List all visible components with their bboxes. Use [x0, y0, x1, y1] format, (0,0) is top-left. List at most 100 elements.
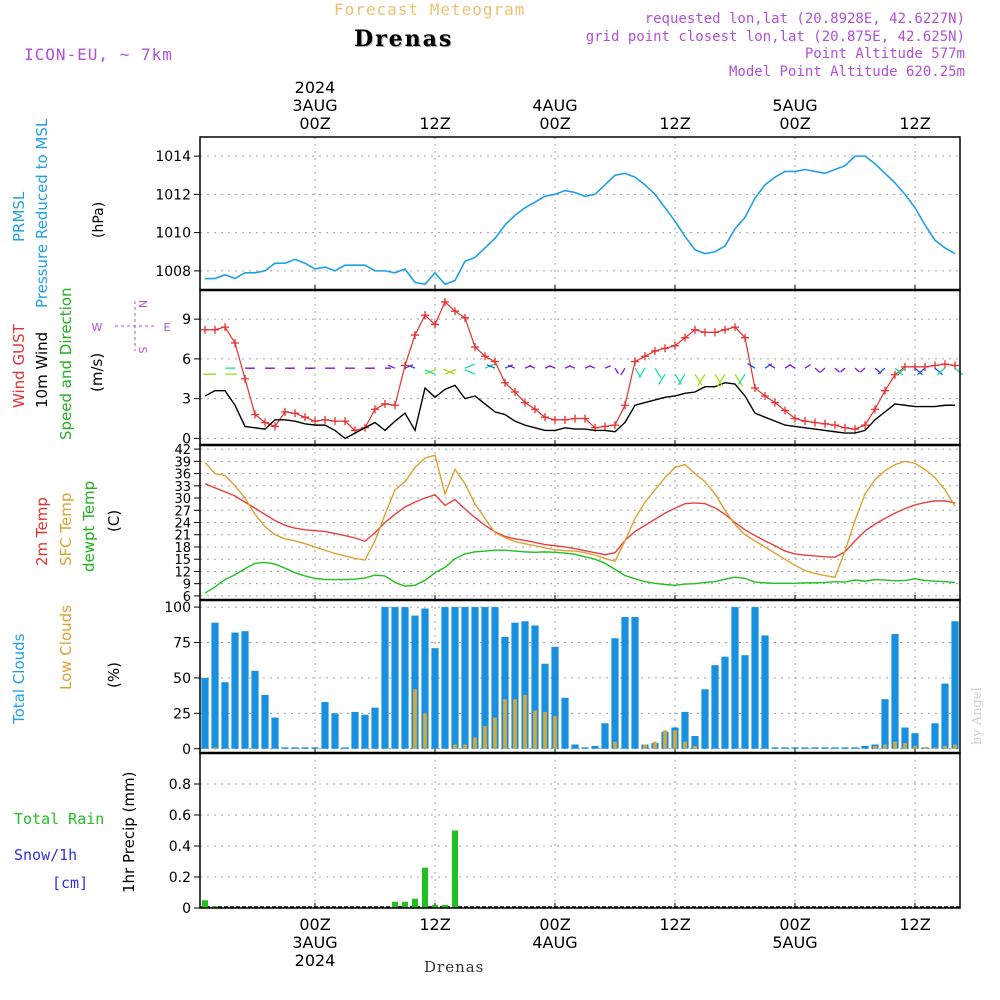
gust-marker	[791, 414, 799, 423]
bottom-time-label: 3AUG	[292, 933, 337, 952]
top-time-label: 5AUG	[772, 96, 817, 115]
y-tick-label: 12	[174, 565, 191, 580]
gust-marker	[671, 341, 679, 350]
bottom-time-label: 12Z	[899, 915, 930, 934]
total-cloud-bar	[711, 665, 719, 749]
panel-frame	[199, 136, 961, 291]
wind-unit: (m/s)	[88, 352, 106, 392]
gust-marker	[841, 423, 849, 432]
bottom-time-label: 4AUG	[532, 933, 577, 952]
y-tick-label: 9	[182, 312, 191, 328]
total-cloud-bar	[771, 747, 779, 749]
gust-marker	[831, 421, 839, 430]
total-cloud-bar	[431, 648, 439, 749]
gust-marker	[381, 399, 389, 408]
total-cloud-bar	[721, 656, 729, 749]
y-tick-label: 0.2	[169, 870, 191, 886]
wind-arrow	[738, 373, 746, 385]
y-tick-label: 6	[182, 352, 191, 368]
gust-marker	[691, 325, 699, 334]
total-cloud-bar	[831, 747, 839, 749]
rain-bar	[432, 904, 438, 908]
panel-frame	[199, 599, 961, 754]
total-cloud-bar	[511, 622, 519, 749]
y-tick-label: 39	[174, 455, 191, 470]
wind-arrow	[859, 367, 866, 373]
wind-line	[204, 382, 955, 440]
total-cloud-bar	[581, 747, 589, 749]
gust-marker	[401, 361, 409, 370]
top-time-label: 12Z	[419, 114, 450, 133]
total-cloud-bar	[401, 607, 409, 749]
gust-marker	[731, 323, 739, 332]
gust-marker	[371, 405, 379, 414]
bottom-time-label: 12Z	[419, 915, 450, 934]
wind-arrow	[834, 367, 841, 373]
y-tick-label: 15	[174, 553, 191, 568]
total-cloud-bar	[781, 747, 789, 749]
gust-marker	[341, 417, 349, 426]
total-cloud-bar	[381, 607, 389, 749]
gust-marker	[561, 415, 569, 424]
gust-marker	[641, 352, 649, 361]
wind-10m-label: 10m Wind	[33, 331, 51, 408]
wind-arrow	[954, 367, 964, 376]
gust-marker	[481, 352, 489, 361]
rain-bar	[442, 904, 448, 908]
gust-marker	[631, 357, 639, 366]
total-cloud-bar	[801, 747, 809, 749]
low-cloud-bar	[943, 745, 947, 749]
total-cloud-bar	[501, 636, 509, 749]
gust-marker	[651, 346, 659, 355]
top-time-label: 2024	[295, 78, 336, 97]
wind-arrow	[914, 367, 923, 376]
gust-marker	[271, 422, 279, 431]
total-cloud-bar	[441, 607, 449, 749]
gust-marker	[521, 398, 529, 407]
total-cloud-bar	[391, 607, 399, 749]
gust-marker	[751, 384, 759, 393]
compass-cross	[115, 301, 155, 351]
total-cloud-bar	[951, 621, 959, 749]
gust-marker	[881, 386, 889, 395]
wind-arrow	[387, 364, 396, 369]
y-tick-label: 0.4	[169, 839, 191, 855]
gust-marker	[821, 419, 829, 428]
gust-marker	[241, 374, 249, 383]
wind-gust-label: Wind GUST	[10, 324, 28, 408]
total-cloud-bar	[411, 615, 419, 749]
total-cloud-bar	[521, 621, 529, 749]
gust-marker	[571, 414, 579, 423]
total-clouds-label: Total Clouds	[10, 633, 28, 724]
wind-arrow	[714, 373, 723, 387]
gust-marker	[781, 406, 789, 415]
low-cloud-bar	[923, 747, 927, 749]
total-cloud-bar	[611, 638, 619, 749]
total-cloud-bar	[731, 607, 739, 749]
total-cloud-bar	[761, 635, 769, 749]
wind-arrow	[764, 363, 773, 369]
total-cloud-bar	[701, 689, 709, 749]
low-cloud-bar	[213, 747, 217, 749]
compass-label: S	[136, 347, 149, 354]
gust-marker	[761, 391, 769, 400]
gust-marker	[261, 418, 269, 427]
total-cloud-bar	[231, 632, 239, 749]
low-cloud-bar	[493, 717, 497, 749]
wind-arrow	[638, 367, 646, 378]
wind-arrow	[589, 365, 596, 369]
total-cloud-bar	[321, 702, 329, 749]
low-cloud-bar	[663, 730, 667, 749]
low-cloud-bar	[683, 741, 687, 749]
gust-marker	[921, 362, 929, 371]
low-cloud-bar	[673, 730, 677, 749]
gust-marker	[301, 413, 309, 422]
gust-marker	[331, 417, 339, 426]
wind-arrow	[716, 373, 726, 387]
gust-line	[205, 300, 956, 432]
y-tick-label: 0.6	[169, 808, 191, 824]
gust-marker	[491, 357, 499, 366]
wind-arrow	[934, 367, 943, 376]
panel-frame	[199, 752, 961, 909]
grid-point-location: grid point closest lon,lat (20.875E, 42.…	[585, 29, 965, 45]
